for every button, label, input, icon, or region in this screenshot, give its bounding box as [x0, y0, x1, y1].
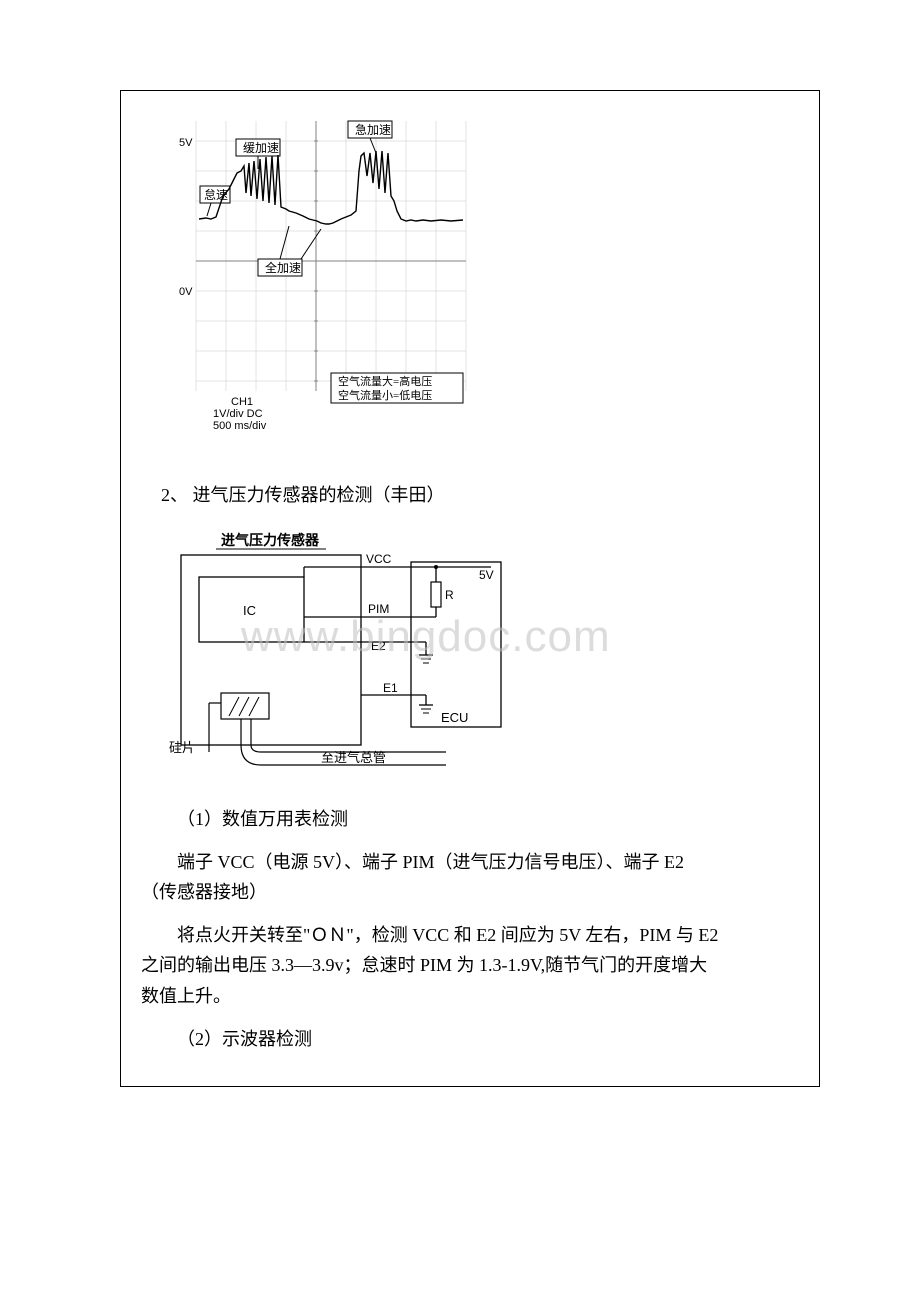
section-2-heading: 2、 进气压力传感器的检测（丰田）: [161, 481, 809, 507]
label-silicon: 硅片: [169, 740, 195, 755]
label-e1: E1: [383, 681, 398, 695]
caption-line2: 空气流量小=低电压: [338, 388, 432, 402]
label-full-accel: 全加速: [265, 260, 301, 275]
label-e2: E2: [371, 639, 386, 653]
diagram-title: 进气压力传感器: [221, 532, 320, 549]
content-box: 5V 0V 缓加速 急加速 怠速 全加速: [120, 90, 820, 1087]
p3-line1: 将点火开关转至"ＯＮ"，检测 VCC 和 E2 间应为 5V 左右，PIM 与 …: [177, 925, 718, 945]
label-ic: IC: [243, 603, 256, 618]
ch-info-2: 1V/div DC: [213, 408, 263, 420]
y-label-0v: 0V: [179, 286, 193, 298]
paragraph-4: （2）示波器检测: [141, 1024, 799, 1055]
p2-line2: （传感器接地）: [141, 882, 267, 902]
label-pim: PIM: [368, 602, 389, 616]
p3-line3: 数值上升。: [141, 986, 231, 1006]
p2-line1: 端子 VCC（电源 5V）、端子 PIM（进气压力信号电压）、端子 E2: [177, 852, 684, 872]
y-label-5v: 5V: [179, 137, 193, 149]
waveform-chart-section: 5V 0V 缓加速 急加速 怠速 全加速: [131, 101, 809, 461]
label-r: R: [445, 588, 454, 602]
paragraph-3: 将点火开关转至"ＯＮ"，检测 VCC 和 E2 间应为 5V 左右，PIM 与 …: [141, 920, 799, 1012]
paragraph-2: 端子 VCC（电源 5V）、端子 PIM（进气压力信号电压）、端子 E2 （传感…: [141, 847, 799, 908]
ch-info-3: 500 ms/div: [213, 420, 267, 432]
label-vcc: VCC: [366, 552, 392, 566]
label-intake: 至进气总管: [321, 750, 386, 765]
ch-info-1: CH1: [231, 396, 253, 408]
text-block: （1）数值万用表检测 端子 VCC（电源 5V）、端子 PIM（进气压力信号电压…: [131, 804, 809, 1054]
page-container: 5V 0V 缓加速 急加速 怠速 全加速: [0, 0, 920, 1207]
label-ecu: ECU: [441, 710, 468, 725]
label-slow-accel: 缓加速: [243, 141, 279, 155]
label-5v: 5V: [479, 568, 494, 582]
label-sudden-accel: 急加速: [355, 122, 391, 137]
circuit-diagram-section: www.bingdoc.com 进气压力传感器 IC: [131, 522, 809, 792]
paragraph-1: （1）数值万用表检测: [141, 804, 799, 835]
waveform-chart: 5V 0V 缓加速 急加速 怠速 全加速: [151, 111, 491, 441]
caption-line1: 空气流量大=高电压: [338, 374, 432, 388]
p3-line2: 之间的输出电压 3.3—3.9v；怠速时 PIM 为 1.3-1.9V,随节气门…: [141, 955, 707, 975]
circuit-diagram: 进气压力传感器 IC: [161, 527, 531, 777]
